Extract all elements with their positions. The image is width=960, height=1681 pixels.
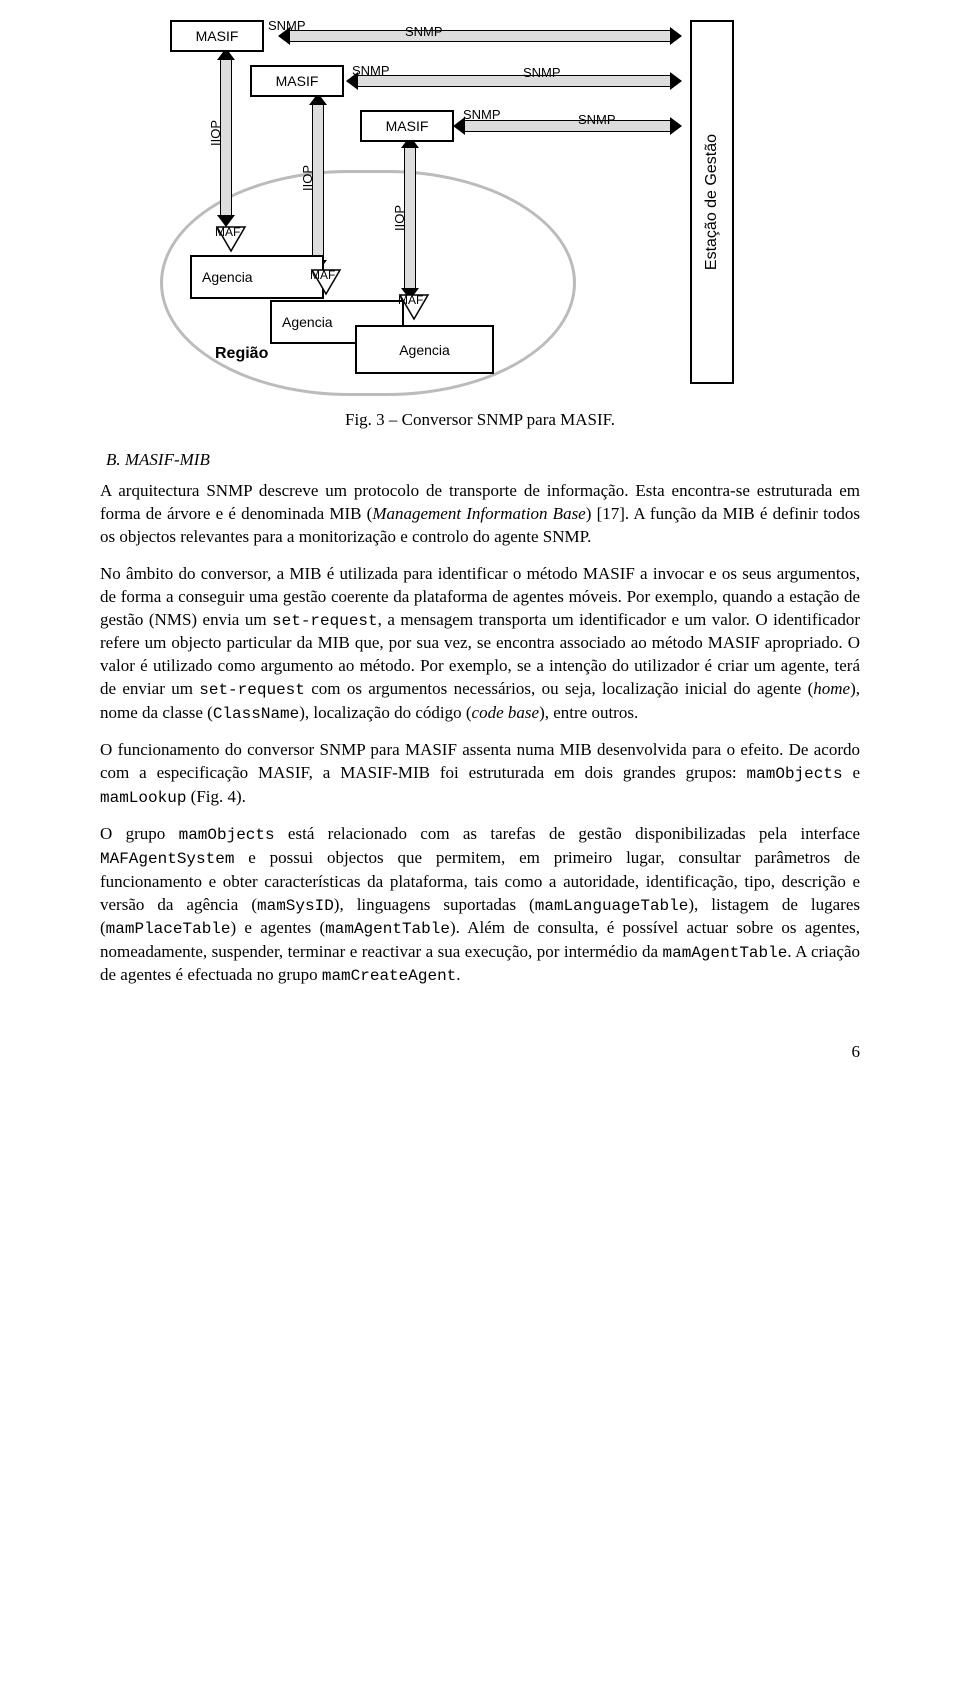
iiop-text-1: IIOP [208, 120, 223, 146]
snmp-text-4: SNMP [523, 65, 561, 80]
masif-label-1: MASIF [196, 28, 239, 44]
p4-code-j: mamPlaceTable [106, 920, 231, 938]
masif-box-2: MASIF [250, 65, 344, 97]
paragraph-1: A arquitectura SNMP descreve um protocol… [100, 480, 860, 549]
p4-text-c: está relacionado com as tarefas de gestã… [275, 824, 860, 843]
agencia-label-1: Agencia [202, 269, 253, 285]
paragraph-3: O funcionamento do conversor SNMP para M… [100, 739, 860, 809]
p4-code-b: mamObjects [179, 826, 275, 844]
station-label: Estação de Gestão [703, 134, 721, 270]
maf-label-1: MAF [215, 225, 240, 239]
p4-text-k: ) e agentes ( [231, 918, 326, 937]
maf-label-2: MAF [310, 268, 335, 282]
paragraph-2: No âmbito do conversor, a MIB é utilizad… [100, 563, 860, 726]
p2-code-b: set-request [272, 612, 378, 630]
snmp-text-1: SNMP [268, 18, 306, 33]
p2-text-i: ), localização do código ( [299, 703, 471, 722]
snmp-arrow-2 [358, 75, 670, 87]
iiop-text-2: IIOP [300, 165, 315, 191]
p1-text-b: Management Information Base [372, 504, 585, 523]
p4-code-h: mamLanguageTable [535, 897, 689, 915]
p4-text-q: . [456, 965, 460, 984]
paragraph-4: O grupo mamObjects está relacionado com … [100, 823, 860, 988]
snmp-text-6: SNMP [578, 112, 616, 127]
p2-code-d: set-request [199, 681, 305, 699]
snmp-arrow-1 [290, 30, 670, 42]
p2-italic-f: home [813, 679, 850, 698]
masif-label-3: MASIF [386, 118, 429, 134]
agencia-box-1: Agencia [190, 255, 324, 299]
p2-text-e: com os argumentos necessários, ou seja, … [305, 679, 813, 698]
p2-code-h: ClassName [213, 705, 299, 723]
snmp-text-3: SNMP [352, 63, 390, 78]
p4-code-p: mamCreateAgent [322, 967, 456, 985]
masif-label-2: MASIF [276, 73, 319, 89]
masif-box-1: MASIF [170, 20, 264, 52]
maf-label-3: MAF [398, 293, 423, 307]
p2-italic-j: code base [472, 703, 540, 722]
p4-code-n: mamAgentTable [663, 944, 788, 962]
snmp-text-2: SNMP [405, 24, 443, 39]
page-number: 6 [0, 1042, 960, 1082]
section-heading: B. MASIF-MIB [106, 450, 860, 470]
p3-text-c: e [843, 763, 860, 782]
agencia-label-3: Agencia [399, 342, 450, 358]
p4-code-f: mamSysID [257, 897, 334, 915]
page-container: MASIF MASIF MASIF Estação de Gestão Agen… [0, 0, 960, 1042]
agencia-label-2: Agencia [282, 314, 333, 330]
p2-text-k: ), entre outros. [539, 703, 638, 722]
p4-text-g: ), linguagens suportadas ( [334, 895, 535, 914]
p3-code-b: mamObjects [747, 765, 843, 783]
management-station: Estação de Gestão [690, 20, 734, 384]
iiop-text-3: IIOP [392, 205, 407, 231]
masif-box-3: MASIF [360, 110, 454, 142]
region-label: Região [215, 345, 268, 363]
p4-code-d: MAFAgentSystem [100, 850, 234, 868]
architecture-diagram: MASIF MASIF MASIF Estação de Gestão Agen… [160, 20, 800, 400]
figure-caption: Fig. 3 – Conversor SNMP para MASIF. [100, 410, 860, 430]
p3-code-d: mamLookup [100, 789, 186, 807]
p3-text-e: (Fig. 4). [186, 787, 246, 806]
p4-code-l: mamAgentTable [325, 920, 450, 938]
snmp-text-5: SNMP [463, 107, 501, 122]
p4-text-a: O grupo [100, 824, 179, 843]
agencia-box-3: Agencia [355, 325, 494, 374]
